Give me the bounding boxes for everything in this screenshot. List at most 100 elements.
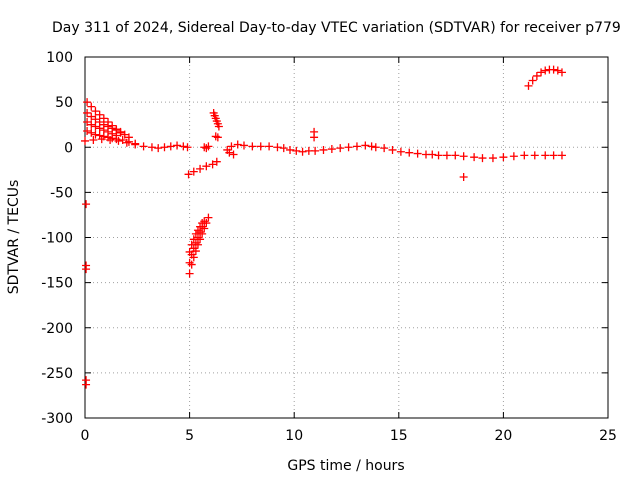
y-axis-label: SDTVAR / TECUs bbox=[6, 180, 22, 295]
data-point bbox=[451, 151, 460, 160]
data-point bbox=[81, 136, 89, 145]
data-point bbox=[380, 144, 389, 153]
data-point bbox=[191, 238, 200, 247]
data-point bbox=[396, 147, 405, 156]
data-point bbox=[541, 151, 550, 160]
data-point bbox=[184, 170, 193, 179]
data-point bbox=[139, 142, 148, 151]
data-point bbox=[91, 107, 100, 116]
data-point bbox=[319, 145, 328, 154]
data-point bbox=[95, 110, 104, 119]
data-point bbox=[185, 258, 194, 267]
data-point bbox=[428, 150, 437, 159]
x-tick-label: 15 bbox=[390, 428, 408, 444]
y-tick-label: -150 bbox=[41, 276, 73, 292]
data-point bbox=[298, 147, 307, 156]
data-point bbox=[371, 143, 380, 152]
y-tick-label: 0 bbox=[64, 140, 73, 156]
data-point bbox=[185, 247, 194, 256]
data-point bbox=[200, 217, 209, 226]
data-point bbox=[279, 144, 288, 153]
data-point bbox=[189, 167, 198, 176]
data-point bbox=[187, 240, 196, 249]
data-point bbox=[213, 133, 222, 142]
data-point bbox=[91, 130, 100, 139]
data-point bbox=[131, 140, 140, 149]
data-point bbox=[120, 130, 129, 139]
data-point bbox=[549, 65, 558, 74]
data-point bbox=[112, 135, 121, 144]
data-point bbox=[83, 127, 92, 136]
x-tick-label: 5 bbox=[185, 428, 194, 444]
x-tick-label: 0 bbox=[81, 428, 90, 444]
y-tick-label: 100 bbox=[46, 50, 73, 66]
data-point bbox=[214, 122, 223, 131]
data-point bbox=[509, 152, 518, 161]
data-point bbox=[116, 128, 125, 137]
data-point bbox=[166, 142, 175, 151]
data-point bbox=[273, 143, 282, 152]
data-point bbox=[200, 143, 209, 152]
data-point bbox=[82, 380, 91, 389]
x-tick-label: 10 bbox=[285, 428, 303, 444]
data-point bbox=[189, 235, 198, 244]
data-point bbox=[95, 131, 104, 140]
data-point bbox=[122, 138, 131, 147]
data-point bbox=[95, 124, 104, 133]
data-point bbox=[557, 68, 566, 77]
data-point bbox=[352, 142, 361, 151]
data-point bbox=[405, 148, 414, 157]
y-tick-label: -50 bbox=[50, 185, 73, 201]
data-point bbox=[532, 71, 541, 80]
data-point bbox=[97, 135, 106, 144]
x-tick-label: 20 bbox=[494, 428, 512, 444]
data-point bbox=[154, 144, 163, 153]
data-point bbox=[179, 142, 188, 151]
data-point bbox=[470, 153, 479, 162]
data-point bbox=[327, 145, 336, 154]
data-point bbox=[549, 151, 558, 160]
data-point bbox=[183, 143, 192, 152]
data-point bbox=[248, 142, 257, 151]
data-point bbox=[198, 219, 207, 228]
data-point bbox=[200, 224, 209, 233]
data-point bbox=[87, 120, 96, 129]
data-point bbox=[478, 154, 487, 163]
data-point bbox=[87, 112, 96, 121]
data-point bbox=[160, 143, 169, 152]
x-tick-label: 25 bbox=[599, 428, 617, 444]
data-point bbox=[488, 154, 497, 163]
data-point bbox=[520, 151, 529, 160]
data-point bbox=[310, 133, 319, 142]
data-point bbox=[286, 145, 295, 154]
data-point bbox=[388, 145, 397, 154]
data-point bbox=[202, 144, 211, 153]
data-point bbox=[367, 142, 376, 151]
data-point bbox=[225, 148, 234, 157]
data-point bbox=[91, 122, 100, 131]
data-point bbox=[239, 141, 248, 150]
data-point bbox=[212, 157, 221, 166]
data-point bbox=[89, 136, 98, 145]
data-point bbox=[413, 149, 422, 158]
data-point bbox=[193, 233, 202, 242]
data-point bbox=[202, 162, 211, 171]
data-point bbox=[434, 151, 443, 160]
data-point bbox=[193, 226, 202, 235]
y-tick-label: 50 bbox=[55, 95, 73, 111]
data-point bbox=[442, 151, 451, 160]
ticks: 0 5 10 15 20 25 100 50 0 -50 -100 -150 -200 -250 -300 bbox=[41, 50, 617, 444]
chart-title: Day 311 of 2024, Sidereal Day-to-day VTE… bbox=[52, 20, 621, 36]
data-point bbox=[499, 153, 508, 162]
data-point bbox=[185, 269, 194, 278]
data-point bbox=[553, 66, 562, 75]
data-point bbox=[83, 117, 92, 126]
data-point bbox=[256, 142, 265, 151]
data-point bbox=[537, 68, 546, 77]
grid bbox=[85, 57, 608, 418]
data-point bbox=[227, 142, 236, 151]
data-point bbox=[265, 142, 274, 151]
data-point bbox=[336, 144, 345, 153]
data-point bbox=[541, 66, 550, 75]
